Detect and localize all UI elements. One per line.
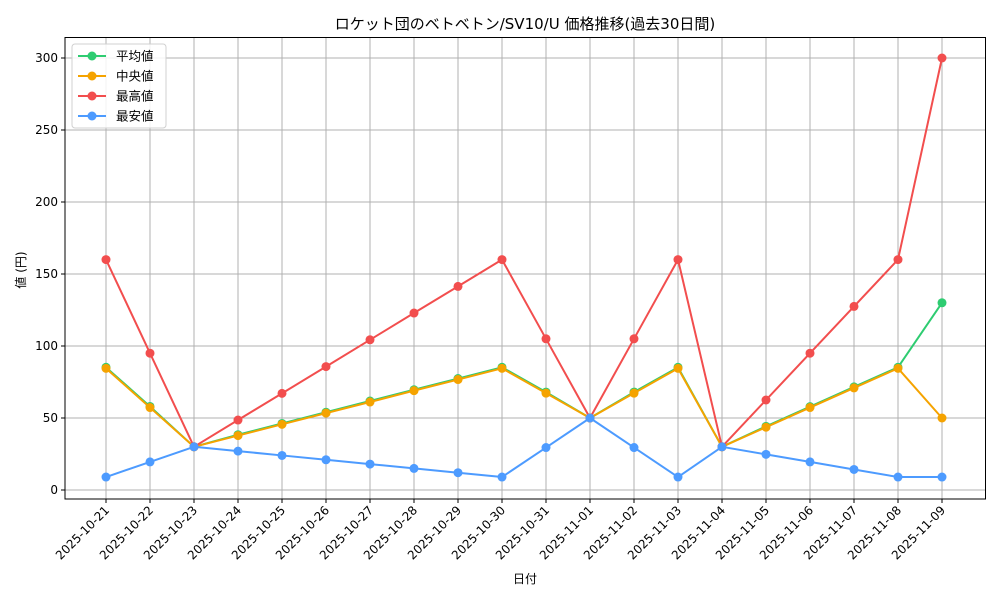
data-point	[145, 457, 155, 467]
legend-marker	[87, 91, 97, 101]
data-point	[409, 463, 419, 473]
data-point	[497, 363, 507, 373]
y-tick-label: 200	[35, 195, 58, 209]
data-point	[233, 431, 243, 441]
data-point	[761, 422, 771, 432]
data-point	[321, 455, 331, 465]
data-point	[277, 419, 287, 429]
y-tick-label: 300	[35, 51, 58, 65]
data-point	[365, 397, 375, 407]
data-point	[893, 472, 903, 482]
data-point	[937, 472, 947, 482]
data-point	[145, 348, 155, 358]
grid-lines	[65, 37, 986, 499]
data-point	[937, 53, 947, 63]
series-line	[105, 417, 942, 479]
series-2	[101, 53, 947, 452]
data-point	[365, 459, 375, 469]
data-point	[145, 403, 155, 413]
data-point	[893, 255, 903, 265]
data-point	[673, 363, 683, 373]
series-0	[101, 298, 947, 452]
plot-area-frame	[64, 37, 986, 500]
data-point	[101, 255, 111, 265]
data-point	[277, 388, 287, 398]
y-tick-label: 50	[43, 411, 58, 425]
data-point	[673, 472, 683, 482]
chart-title: ロケット団のベトベトン/SV10/U 価格推移(過去30日間)	[335, 15, 716, 33]
x-axis-ticks: 2025-10-212025-10-222025-10-232025-10-24…	[53, 499, 948, 562]
data-point	[717, 442, 727, 452]
data-point	[761, 449, 771, 459]
data-point	[805, 348, 815, 358]
legend-label: 平均値	[116, 49, 154, 64]
data-point	[321, 408, 331, 418]
data-point	[453, 281, 463, 291]
data-point	[497, 255, 507, 265]
data-point	[321, 362, 331, 372]
legend-label: 最安値	[116, 109, 154, 124]
data-point	[805, 403, 815, 413]
data-point	[893, 363, 903, 373]
legend-marker	[87, 71, 97, 81]
y-tick-label: 0	[50, 483, 58, 497]
data-point	[453, 375, 463, 385]
data-point	[541, 443, 551, 453]
series-layer	[101, 53, 947, 482]
y-tick-label: 150	[35, 267, 58, 281]
y-tick-label: 250	[35, 123, 58, 137]
data-point	[805, 457, 815, 467]
y-axis-ticks: 0 50 100 150 200 250 300	[35, 51, 65, 497]
y-tick-label: 100	[35, 339, 58, 353]
data-point	[849, 301, 859, 311]
data-point	[629, 334, 639, 344]
data-point	[277, 450, 287, 460]
data-point	[673, 255, 683, 265]
series-1	[101, 363, 947, 452]
data-point	[453, 468, 463, 478]
series-line	[105, 57, 943, 448]
series-3	[101, 413, 947, 482]
data-point	[233, 446, 243, 456]
data-point	[101, 363, 111, 373]
data-point	[629, 443, 639, 453]
data-point	[585, 413, 595, 423]
data-point	[409, 308, 419, 318]
data-point	[101, 472, 111, 482]
data-point	[409, 386, 419, 396]
data-point	[849, 383, 859, 393]
data-point	[497, 472, 507, 482]
data-point	[849, 464, 859, 474]
data-point	[761, 395, 771, 405]
legend-label: 中央値	[116, 69, 154, 84]
x-axis-label: 日付	[513, 572, 537, 586]
legend-label: 最高値	[116, 89, 154, 104]
data-point	[937, 298, 947, 308]
data-point	[541, 334, 551, 344]
legend-box	[71, 43, 167, 129]
data-point	[629, 388, 639, 398]
legend-marker	[87, 51, 97, 61]
y-axis-label: 値 (円)	[13, 251, 28, 288]
data-point	[937, 413, 947, 423]
data-point	[365, 335, 375, 345]
data-point	[541, 388, 551, 398]
data-point	[233, 415, 243, 425]
legend-marker	[87, 111, 97, 121]
series-line	[105, 367, 943, 448]
data-point	[189, 442, 199, 452]
